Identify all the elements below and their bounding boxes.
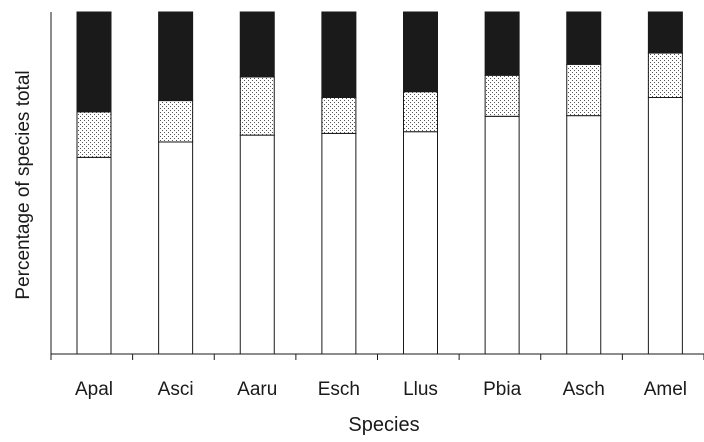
x-tick-label-aaru: Aaru xyxy=(237,379,277,400)
bar-segment-white-asch xyxy=(566,115,602,355)
x-tick-label-amel: Amel xyxy=(644,379,687,400)
bar-segment-black-llus xyxy=(403,11,438,93)
bar-segment-stippled-asci xyxy=(158,100,194,143)
bar-segment-stippled-asch xyxy=(566,63,602,117)
bar-segment-white-apal xyxy=(76,156,112,355)
bar-segment-black-esch xyxy=(321,11,357,98)
bar-segment-black-amel xyxy=(647,11,683,54)
bars-layer xyxy=(76,11,683,355)
x-axis-label: Species xyxy=(348,414,419,436)
x-tick-labels: Apal Asci Aaru Esch Llus Pbia Asch Amel xyxy=(75,379,687,400)
bar-segment-white-amel xyxy=(647,97,683,355)
bar-segment-stippled-pbia xyxy=(484,74,520,117)
bar-segment-black-asch xyxy=(566,11,602,65)
bar-segment-white-asci xyxy=(158,141,194,355)
bar-segment-stippled-esch xyxy=(321,97,357,134)
bar-segment-white-esch xyxy=(321,132,357,355)
x-tick-label-llus: Llus xyxy=(403,379,438,400)
axes-layer xyxy=(50,12,704,355)
bar-segment-stippled-amel xyxy=(647,52,683,98)
bar-segment-black-apal xyxy=(76,11,112,113)
x-tick-label-apal: Apal xyxy=(75,379,113,400)
x-tick-label-esch: Esch xyxy=(318,379,360,400)
bar-segment-white-llus xyxy=(403,131,438,355)
y-axis-label: Percentage of species total xyxy=(13,70,34,299)
x-tick-label-asch: Asch xyxy=(563,379,605,400)
bar-segment-stippled-aaru xyxy=(239,76,275,136)
bar-segment-white-pbia xyxy=(484,115,520,355)
bar-segment-black-aaru xyxy=(239,11,275,78)
x-tick-label-pbia: Pbia xyxy=(483,379,521,400)
bar-segment-white-aaru xyxy=(239,134,275,355)
x-tick-label-asci: Asci xyxy=(158,379,194,400)
bar-segment-black-asci xyxy=(158,11,194,102)
bar-segment-black-pbia xyxy=(484,11,520,76)
x-ticks xyxy=(50,354,704,360)
bar-segment-stippled-llus xyxy=(403,91,438,133)
bar-segment-stippled-apal xyxy=(76,111,112,158)
